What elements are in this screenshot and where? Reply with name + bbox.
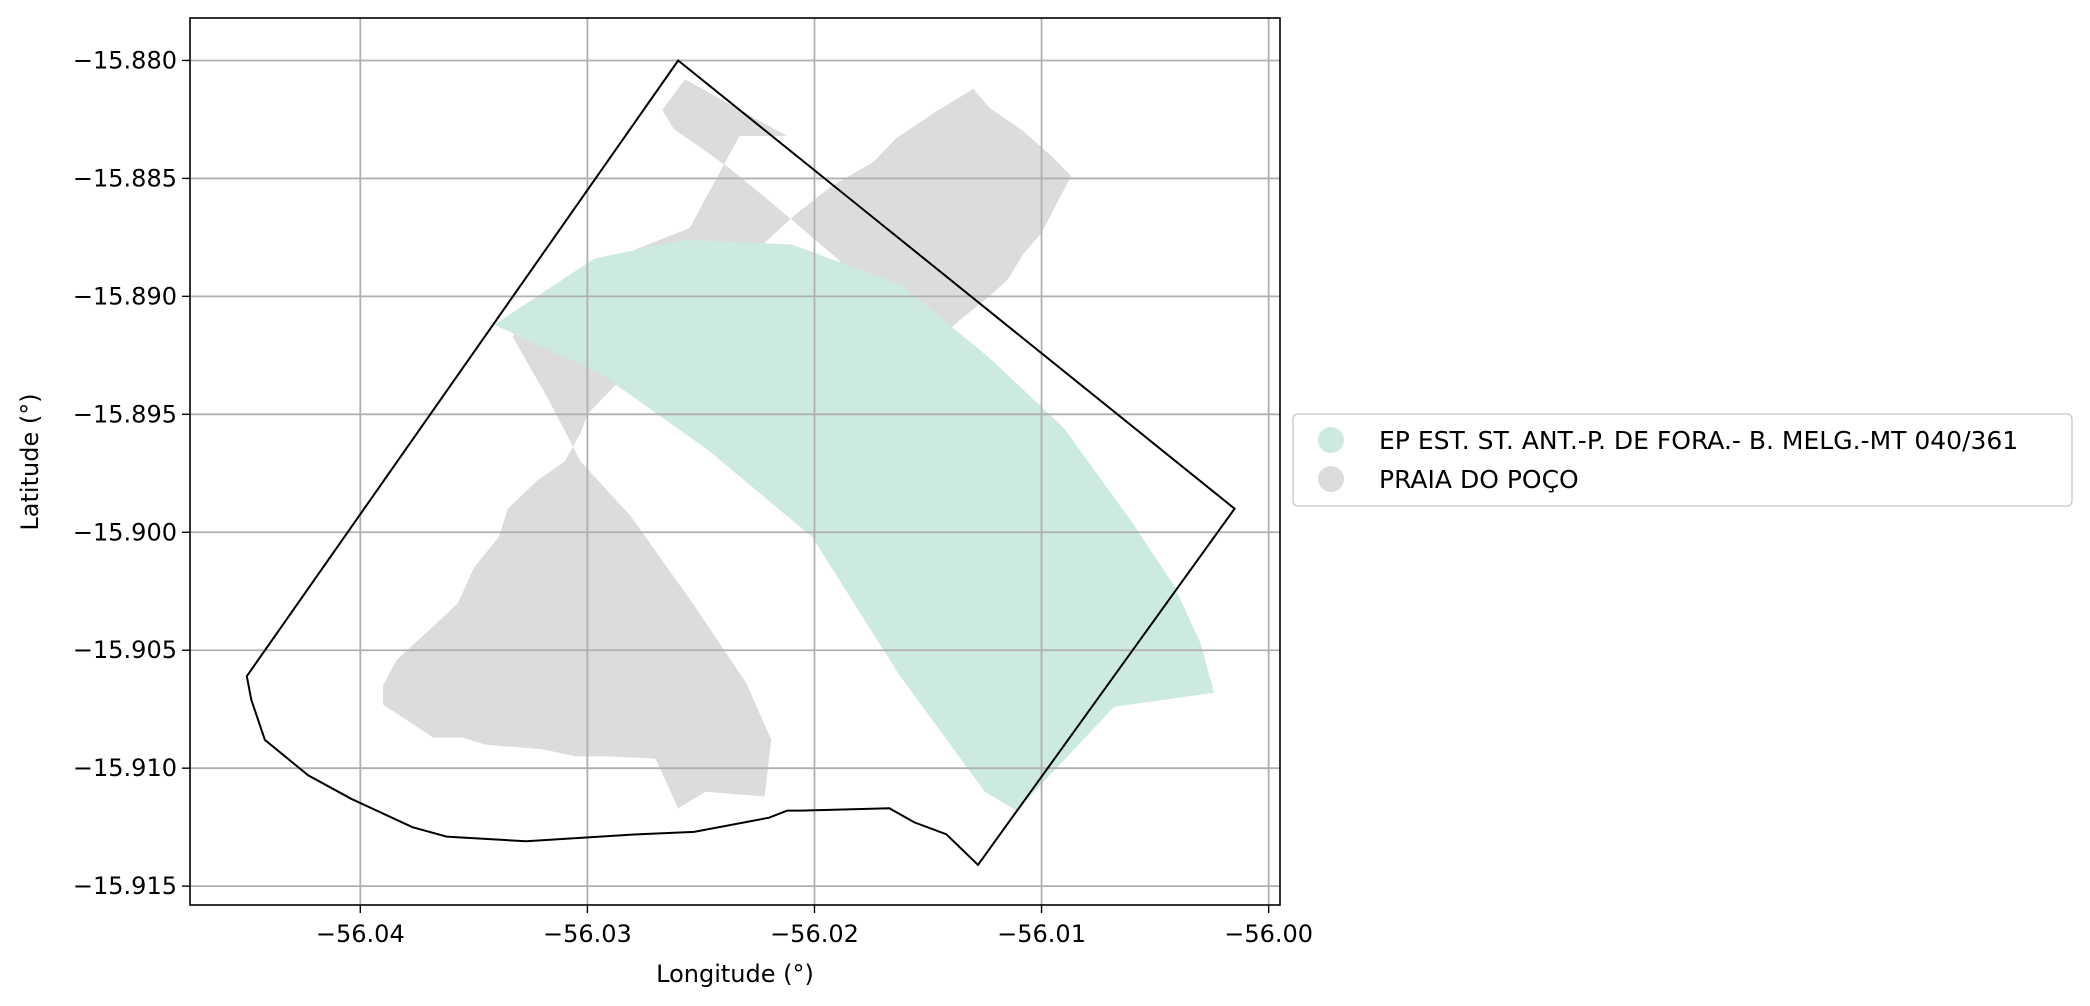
legend-box — [1292, 413, 2073, 507]
boundary-outline — [245, 59, 1236, 867]
y-tick-label-1: −15.885 — [73, 164, 177, 192]
y-axis: −15.880 −15.885 −15.890 −15.895 −15.900 −15.9… — [73, 46, 190, 900]
x-tick-label-0: −56.04 — [316, 920, 405, 948]
boundary-layer — [245, 59, 1236, 867]
y-tick-label-5: −15.905 — [73, 636, 177, 664]
y-tick-label-2: −15.890 — [73, 282, 177, 310]
grid — [190, 18, 1280, 905]
x-tick-label-4: −56.00 — [1224, 920, 1313, 948]
x-axis: −56.04 −56.03 −56.02 −56.01 −56.00 — [316, 905, 1313, 948]
y-tick-label-4: −15.900 — [73, 518, 177, 546]
plot-frame — [189, 17, 1281, 906]
x-tick-label-1: −56.03 — [543, 920, 632, 948]
legend-label-1: PRAIA DO POÇO — [1379, 465, 1579, 494]
y-tick-label-6: −15.910 — [73, 754, 177, 782]
legend-marker-0 — [1318, 427, 1344, 453]
x-axis-label: Longitude (°) — [656, 960, 814, 988]
legend-label-0: EP EST. ST. ANT.-P. DE FORA.- B. MELG.-M… — [1379, 426, 2018, 455]
layer-polygon-1-0 — [494, 239, 1215, 811]
map-layers — [383, 79, 1215, 811]
legend-marker-1 — [1318, 466, 1344, 492]
x-tick-label-3: −56.01 — [997, 920, 1086, 948]
x-tick-label-2: −56.02 — [770, 920, 859, 948]
layer-polygon-0-0 — [383, 79, 1072, 809]
y-tick-label-3: −15.895 — [73, 400, 177, 428]
y-axis-label: Latitude (°) — [16, 393, 44, 530]
y-tick-label-0: −15.880 — [73, 46, 177, 74]
y-tick-label-7: −15.915 — [73, 872, 177, 900]
legend: EP EST. ST. ANT.-P. DE FORA.- B. MELG.-M… — [1292, 413, 2073, 507]
